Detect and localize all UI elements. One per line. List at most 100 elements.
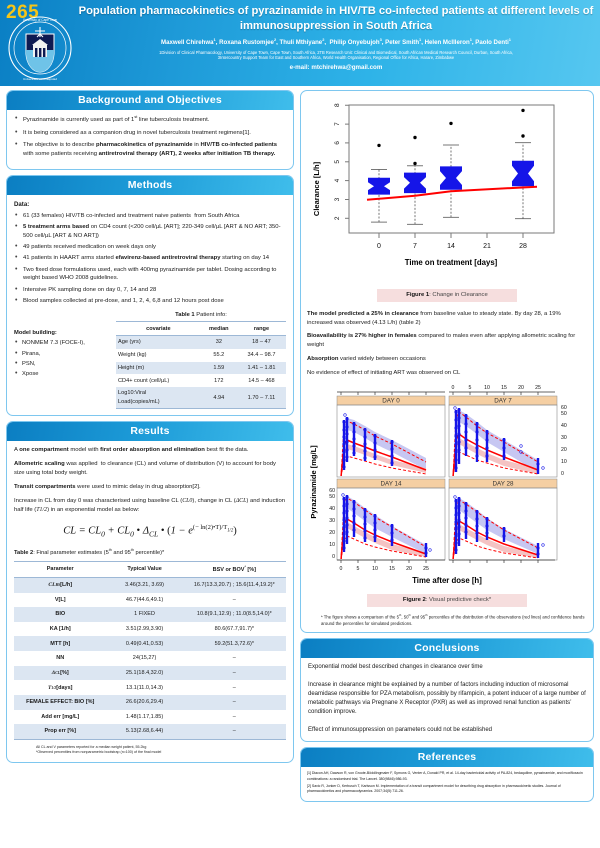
y-tick: 3 [334,197,341,201]
reference-item: [2] Savic R, Jonker D, Kerbusch T, Karls… [307,783,561,794]
affiliation-line-1: 1Division of Clinical Pharmacology, Univ… [159,49,513,55]
y-tick: 50 [329,494,335,500]
list-item: 49 patients received medication on week … [14,242,286,252]
finding-1: The model predicted a 25% in clearance f… [307,310,561,326]
left-column: Background and Objectives Pyrazinamide i… [6,90,294,768]
table-row: MTT [h] 0.49(0.41,0.53) 59.2(51.3,72.6)* [14,636,286,652]
conclusion-3: Effect of immunosuppression on parameter… [308,727,492,734]
figure1-caption: Figure 1: Change in Clearance [377,288,517,302]
x-tick: 10 [372,566,378,572]
table-row: Weight (kg) 55.2 34.4 – 98.7 [116,349,286,362]
cell-parameter: Add err [mg/L] [41,713,80,720]
cell-bsv: – [182,724,286,740]
list-item: The objective is to describe pharmacokin… [14,140,286,158]
x-tick: 0 [340,566,343,572]
table-row: KA [1/h] 3.51(2.99,3.90) 80.6(67.7,91.7)… [14,622,286,637]
results-paragraph-1: A one compartment model with first order… [14,447,249,454]
cell-typical: 24(15,27) [132,655,157,662]
y-tick: 2 [334,216,341,220]
clearance-equation: CL = CL0 + CL0 • ΔCL • (1 − e(− ln(2)•T)… [63,524,237,540]
list-item: 41 patients in HAART arms started efavir… [14,254,286,264]
figure1-caption-text: : Change in Clearance [429,291,488,298]
x-tick: 28 [519,243,527,250]
x-tick: 5 [469,385,472,391]
model-building-block: Model building: NONMEM 7.3 (FOCE-I), Pir… [14,311,110,380]
cell-typical: 0.49(0.41,0.53) [125,640,164,647]
cell-typical: 26.6(20.6,29.4) [125,699,164,706]
right-column: Clearance [L/h] 2 3 4 5 6 7 8 [300,90,594,807]
x-tick: 0 [452,385,455,391]
x-tick: 20 [406,566,412,572]
section-background: Background and Objectives Pyrazinamide i… [6,90,294,170]
conclusions-heading: Conclusions [301,639,593,659]
y-tick: 30 [561,435,567,441]
list-item: NONMEM 7.3 (FOCE-I), [14,338,110,348]
col-bsv-bov: BSV or BOV* [%] [182,560,286,578]
x-tick: 15 [389,566,395,572]
y-tick: 30 [329,518,335,524]
figure2-footnote: * The figure shows a comparison of the 5… [321,612,585,626]
col-typical-value: Typical Value [106,560,183,578]
x-tick: 15 [501,385,507,391]
cell-parameter: CLBS[L/h] [48,582,73,589]
cell-typical: 46.7(44.6,49.1) [125,596,164,603]
y-tick: 6 [334,141,341,145]
table1-area: Model building: NONMEM 7.3 (FOCE-I), Pir… [14,311,286,410]
cell-parameter: MTT [h] [50,640,71,647]
figure2-caption-text: : Visual predictive check* [425,596,492,603]
cell-parameter: V[L] [54,596,66,603]
results-heading: Results [7,422,293,442]
figure1-caption-label: Figure 1 [406,291,430,298]
x-tick: 5 [357,566,360,572]
cell: Weight (kg) [118,352,147,359]
x-tick: 7 [413,243,417,250]
y-tick: 20 [329,530,335,536]
results-paragraph-3: Transit compartments were used to mimic … [14,483,201,490]
list-item: It is being considered as a companion dr… [14,128,286,138]
y-tick: 40 [329,506,335,512]
cell-bsv: 59.2(51.3,72.6)* [214,640,255,647]
y-tick: 60 [561,405,567,411]
table-row: ΔCL[%] 25.1(18.4,32.0) – [14,665,286,681]
results-body: A one compartment model with first order… [7,441,293,761]
x-tick: 20 [518,385,524,391]
table-row: FEMALE EFFECT: BIO [%] 26.6(20.6,29.4) – [14,694,286,710]
cell-typical: 5.13(2.68,6.44) [106,724,183,740]
cell-bsv: – [232,655,236,662]
finding-4: No evidence of effect of initiating ART … [307,370,461,377]
uct-logo: University of Cape Town Universiteit van… [6,12,74,82]
table-row: CD4+ count (cell/µL) 172 14.5 – 468 [116,374,286,387]
boxplot-day-14 [440,121,462,218]
cell-parameter: BIO [55,611,66,618]
figure2-ylabel: Pyrazinamide [mg/L] [309,445,318,519]
affiliation-line-2: 3Intercountry Support Team for East and … [217,55,455,61]
boxplot-day-0 [368,143,390,223]
background-heading: Background and Objectives [7,91,293,110]
svg-text:University of Cape Town: University of Cape Town [23,18,58,22]
list-item: Two fixed dose formulations used, each w… [14,265,286,283]
figure2-caption-label: Figure 2 [402,596,426,603]
table1-caption: Table 1 Patient info: [116,311,286,320]
cell: CD4+ count (cell/µL) [118,377,170,384]
cell: 1.41 – 1.81 [247,364,276,371]
poster-header: 265 University of Cape Town Universiteit… [0,0,600,86]
y-tick: 4 [334,178,341,182]
cell-parameter: ΔCL[%] [51,669,69,676]
table-header-row: Parameter Typical Value BSV or BOV* [%] [14,560,286,578]
cell: 32 [215,339,222,346]
x-tick: 14 [447,243,455,250]
col-range: range [236,321,286,337]
table-row: Prop err [%] 5.13(2.68,6.44) – [14,724,286,740]
figure1-body: Clearance [L/h] 2 3 4 5 6 7 8 [301,91,593,632]
list-item: PSN, [14,359,110,369]
reference-item: [1] Diacon AH, Dawson R, von Groote-Bödd… [307,771,583,781]
cell: 1.70 – 7.11 [236,387,286,410]
methods-heading: Methods [7,175,293,195]
y-tick: 0 [332,554,335,560]
y-tick: 5 [334,160,341,164]
list-item: Blood samples collected at pre-dose, and… [14,296,286,306]
table-row: V[L] 46.7(44.6,49.1) – [14,593,286,608]
list-item: Xpose [14,369,110,379]
cell: 55.2 [213,352,225,359]
model-building-title: Model building: [14,329,57,336]
